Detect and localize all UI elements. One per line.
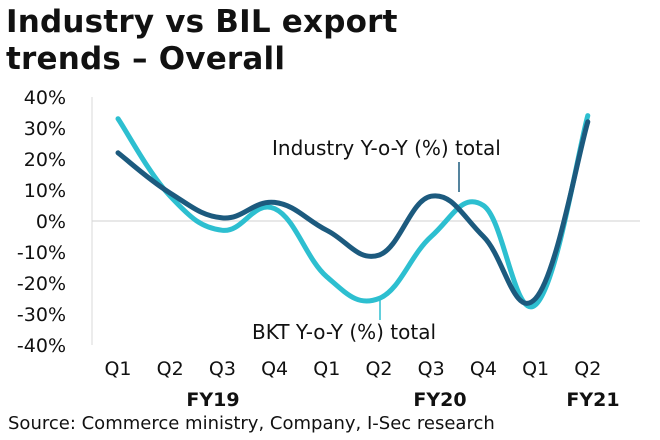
x-tick-label: Q4 bbox=[261, 358, 288, 380]
bkt-series-line bbox=[115, 113, 591, 310]
fiscal-year-label: FY20 bbox=[413, 389, 466, 410]
y-tick-label: -10% bbox=[17, 242, 66, 264]
y-tick-label: -20% bbox=[17, 273, 66, 295]
y-tick-label: 0% bbox=[36, 211, 66, 233]
chart-title-line-2: trends – Overall bbox=[6, 41, 286, 77]
x-tick-label: Q2 bbox=[365, 358, 392, 380]
x-tick-label: Q2 bbox=[157, 358, 184, 380]
x-tick-label: Q1 bbox=[313, 358, 340, 380]
source-note: Source: Commerce ministry, Company, I-Se… bbox=[8, 413, 495, 434]
y-tick-label: -30% bbox=[17, 304, 66, 326]
x-tick-label: Q1 bbox=[522, 358, 549, 380]
chart-title-line-1: Industry vs BIL export bbox=[6, 4, 398, 40]
y-tick-label: -40% bbox=[17, 335, 66, 357]
x-tick-label: Q3 bbox=[418, 358, 445, 380]
y-tick-label: 10% bbox=[24, 180, 66, 202]
industry-series-label: Industry Y-o-Y (%) total bbox=[272, 136, 501, 160]
fiscal-year-label: FY21 bbox=[566, 389, 619, 410]
x-tick-label: Q2 bbox=[574, 358, 601, 380]
x-tick-label: Q1 bbox=[104, 358, 131, 380]
line-chart: 40% 30% 20% 10% 0% -10% -20% -30% -40% Industry Y… bbox=[17, 87, 640, 410]
chart-title: Industry vs BIL export trends – Overall bbox=[6, 4, 646, 78]
fiscal-year-label: FY19 bbox=[186, 389, 239, 410]
y-tick-label: 20% bbox=[24, 149, 66, 171]
bkt-series-label: BKT Y-o-Y (%) total bbox=[252, 320, 436, 344]
y-tick-label: 30% bbox=[24, 118, 66, 140]
industry-series-line bbox=[115, 119, 591, 306]
x-tick-label: Q4 bbox=[470, 358, 497, 380]
x-tick-label: Q3 bbox=[209, 358, 236, 380]
y-tick-label: 40% bbox=[24, 87, 66, 109]
